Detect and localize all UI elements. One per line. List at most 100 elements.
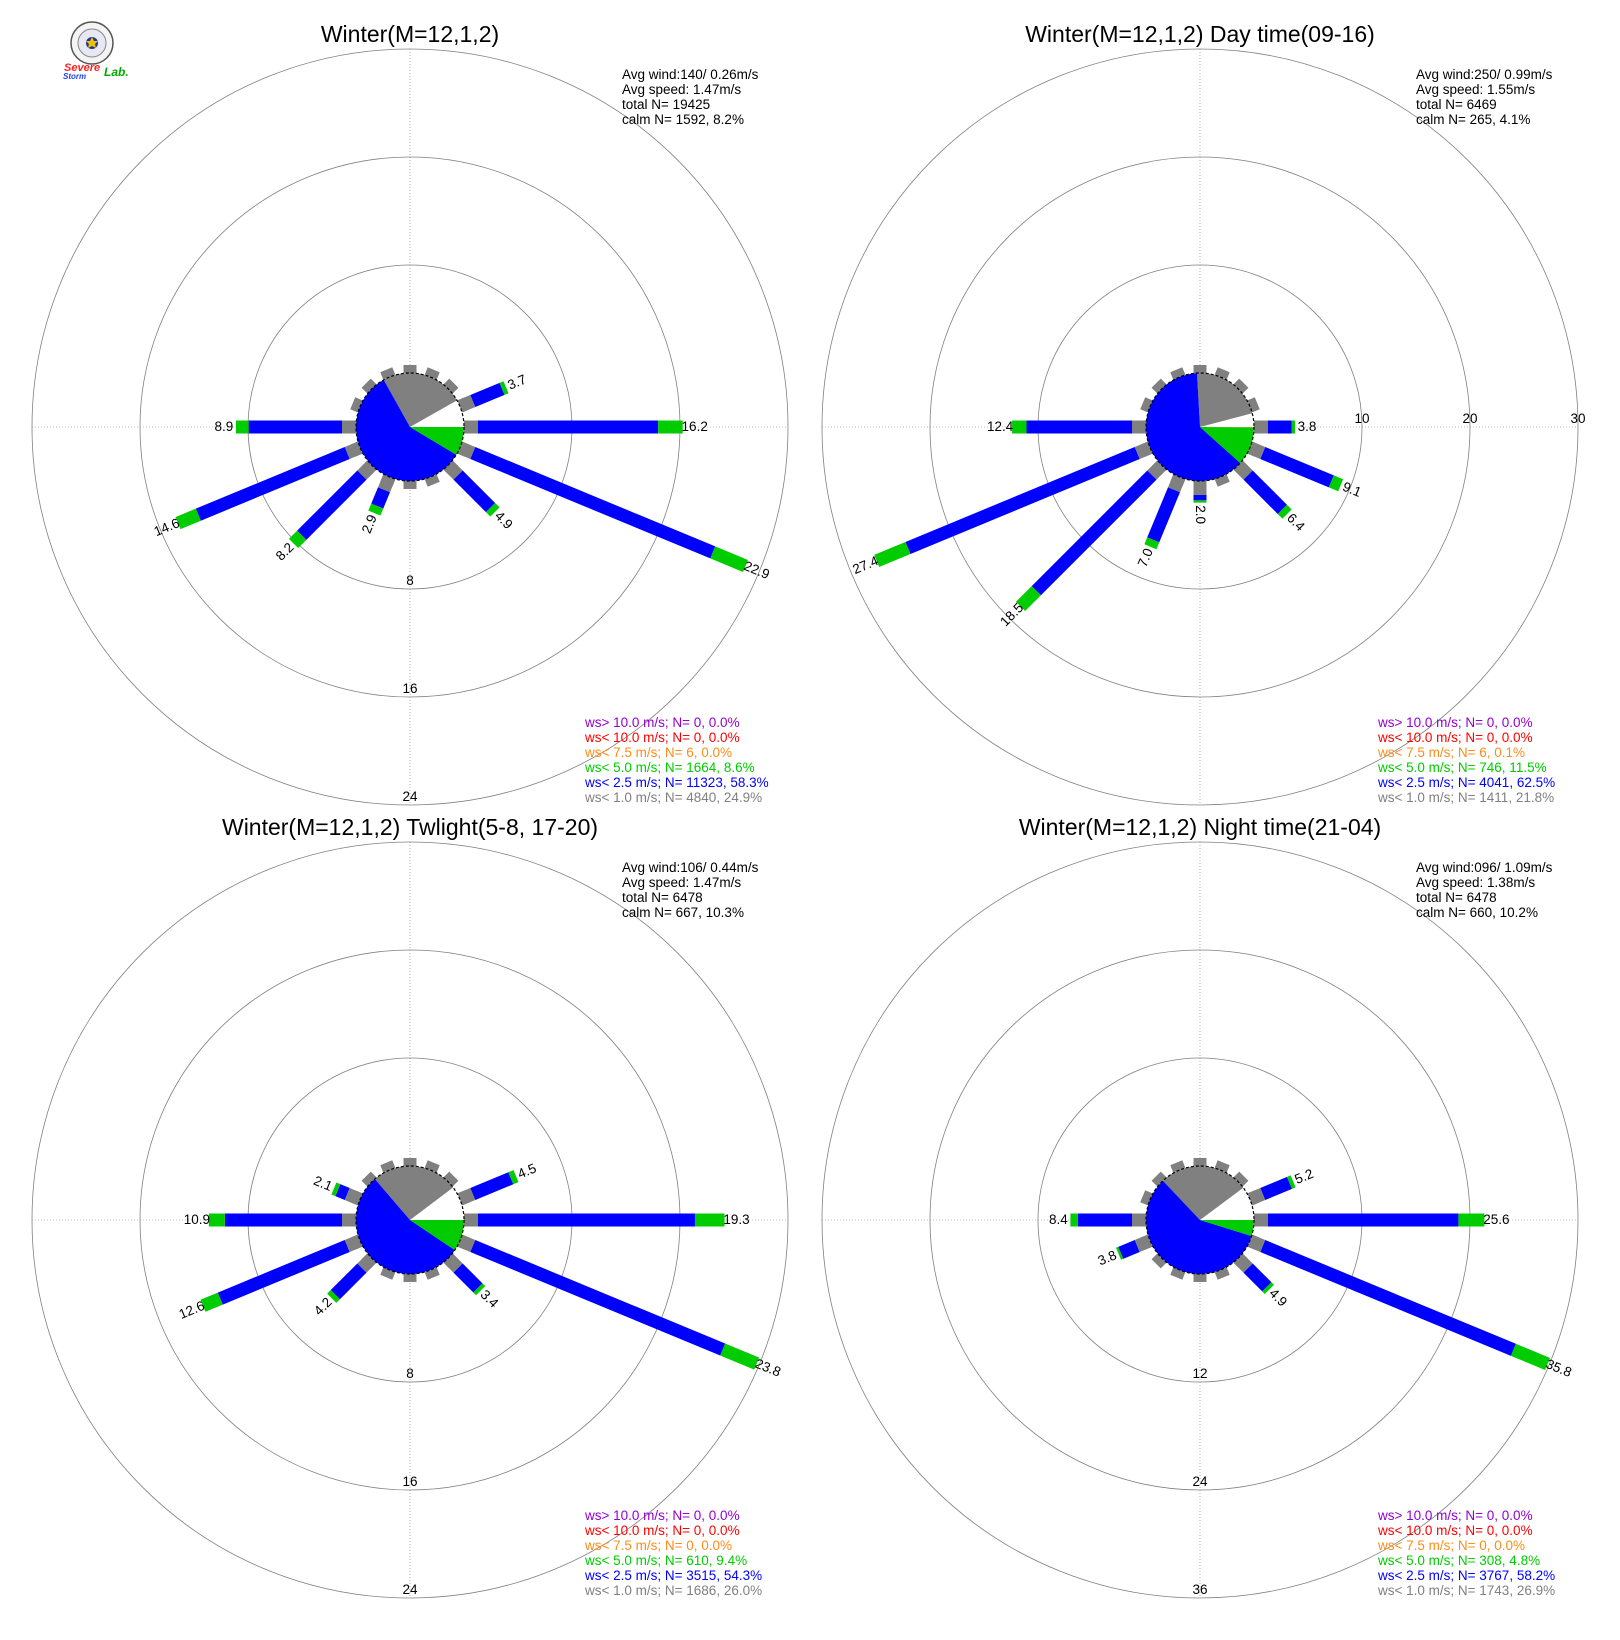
sector-bar xyxy=(327,1290,340,1303)
legend-entry: ws< 1.0 m/s; N= 1411, 21.8% xyxy=(1377,790,1554,805)
sector-bar-base xyxy=(344,1234,363,1253)
ring-label: 30 xyxy=(1570,411,1585,426)
legend-entry: ws> 10.0 m/s; N= 0, 0.0% xyxy=(584,715,740,730)
sector-bar xyxy=(330,1263,367,1300)
stub-bar xyxy=(1140,397,1153,413)
ring-label: 20 xyxy=(1462,411,1477,426)
stub-bar xyxy=(424,1267,440,1280)
sector-bar-base xyxy=(1132,420,1146,434)
sector-value-label: 9.1 xyxy=(1340,479,1363,500)
sector-value-label: 8.2 xyxy=(273,540,297,564)
sector-bar-base xyxy=(1247,441,1266,460)
stub-bar xyxy=(380,1160,396,1173)
sector-bar xyxy=(1262,1282,1274,1294)
stat-line: Avg wind:106/ 0.44m/s xyxy=(622,860,759,875)
sector-bar xyxy=(1268,1213,1459,1227)
sector-bar xyxy=(1193,495,1207,501)
sector-bar xyxy=(1144,537,1160,550)
sector-value-label: 10.9 xyxy=(184,1212,210,1227)
sector-bar xyxy=(248,420,342,434)
stub-bar xyxy=(350,397,363,413)
sector-bar xyxy=(485,502,500,517)
panel-title: Winter(M=12,1,2) xyxy=(321,21,499,47)
legend-entry: ws< 1.0 m/s; N= 4840, 24.9% xyxy=(584,790,762,805)
sector-bar-base xyxy=(1247,1187,1266,1206)
stub-bar xyxy=(1170,1267,1186,1280)
sector-bar xyxy=(195,447,350,521)
sector-value-label: 3.4 xyxy=(478,1287,502,1311)
sector-bar xyxy=(470,1240,726,1356)
logo-text-storm: Storm xyxy=(63,72,86,81)
stat-line: Avg wind:250/ 0.99m/s xyxy=(1416,67,1553,82)
sector-bar xyxy=(1268,420,1292,434)
sector-bar xyxy=(200,1292,223,1312)
sector-value-label: 8.9 xyxy=(214,419,233,434)
sector-value-label: 12.4 xyxy=(987,419,1014,434)
pie-slice-lt2-5 xyxy=(1145,1180,1252,1274)
sector-bar-base xyxy=(1254,420,1268,434)
legend-entry: ws< 7.5 m/s; N= 6, 0.0% xyxy=(584,745,732,760)
sector-bar-base xyxy=(342,1213,356,1227)
sector-bar xyxy=(224,1213,342,1227)
sector-value-label: 22.9 xyxy=(742,558,772,582)
stub-bar xyxy=(1151,378,1167,394)
legend-entry: ws> 10.0 m/s; N= 0, 0.0% xyxy=(1377,1508,1533,1523)
stub-bar xyxy=(1193,1274,1207,1282)
ring-label: 10 xyxy=(1354,411,1369,426)
sector-value-label: 25.6 xyxy=(1483,1212,1509,1227)
legend-entry: ws< 5.0 m/s; N= 610, 9.4% xyxy=(584,1553,747,1568)
sector-bar-base xyxy=(1134,1234,1153,1253)
sector-bar xyxy=(1243,470,1287,514)
ring-label: 16 xyxy=(402,1474,417,1489)
sector-bar-base xyxy=(457,1234,476,1253)
calm-circle xyxy=(1145,1165,1255,1275)
stub-bar xyxy=(403,481,417,489)
sector-value-label: 4.9 xyxy=(492,508,516,532)
sector-bar xyxy=(874,541,911,567)
pie-slice-lt1 xyxy=(374,1166,454,1220)
stub-bar xyxy=(1214,1267,1230,1280)
pie-slice-calm xyxy=(410,400,464,427)
pie-slice-lt1 xyxy=(1196,373,1253,427)
legend-entry: ws< 10.0 m/s; N= 0, 0.0% xyxy=(1377,1523,1533,1538)
stub-bar xyxy=(1214,1160,1230,1173)
stub-bar xyxy=(1151,1171,1167,1187)
stub-bar xyxy=(1214,474,1230,487)
sector-value-label: 2.9 xyxy=(359,512,380,535)
sector-bar-base xyxy=(1132,1213,1146,1227)
panel-title: Winter(M=12,1,2) Day time(09-16) xyxy=(1025,21,1375,47)
windrose-panel-2: 10 20 303.89.16.412.427.418.57.02.0Winter(… xyxy=(821,21,1586,806)
sector-bar xyxy=(905,447,1140,554)
stub-bar xyxy=(1233,378,1249,394)
sector-value-label: 16.2 xyxy=(682,419,708,434)
stub-bar xyxy=(1170,367,1186,380)
sector-value-label: 23.8 xyxy=(753,1356,783,1380)
sector-bar xyxy=(453,470,496,513)
legend-entry: ws< 1.0 m/s; N= 1686, 26.0% xyxy=(584,1583,762,1598)
sector-bar xyxy=(1277,504,1292,519)
sector-bar xyxy=(1193,500,1207,503)
sector-bar-base xyxy=(1193,481,1207,495)
stub-bar xyxy=(380,367,396,380)
sector-value-label: 4.5 xyxy=(515,1161,538,1182)
legend-entry: ws< 2.5 m/s; N= 3515, 54.3% xyxy=(584,1568,762,1583)
stat-line: calm N= 265, 4.1% xyxy=(1416,112,1530,127)
legend-entry: ws> 10.0 m/s; N= 0, 0.0% xyxy=(1377,715,1533,730)
legend-entry: ws< 5.0 m/s; N= 1664, 8.6% xyxy=(584,760,755,775)
stub-bar xyxy=(1247,397,1260,413)
ring-label: 8 xyxy=(406,573,414,588)
sector-bar xyxy=(1077,1213,1132,1227)
legend-entry: ws< 2.5 m/s; N= 4041, 62.5% xyxy=(1377,775,1555,790)
sector-bar-base xyxy=(342,420,356,434)
sector-bar xyxy=(297,470,367,540)
sector-bar xyxy=(1328,475,1344,492)
stub-bar xyxy=(361,378,377,394)
sector-bar-base xyxy=(1134,441,1153,460)
pie-slice-calm xyxy=(1200,413,1254,427)
stub-bar xyxy=(403,365,417,373)
sector-bar xyxy=(1070,1213,1078,1227)
sector-bar-base xyxy=(1254,1213,1268,1227)
stat-line: calm N= 660, 10.2% xyxy=(1416,905,1538,920)
sector-bar-base xyxy=(457,394,476,413)
stub-bar xyxy=(1233,1171,1249,1187)
